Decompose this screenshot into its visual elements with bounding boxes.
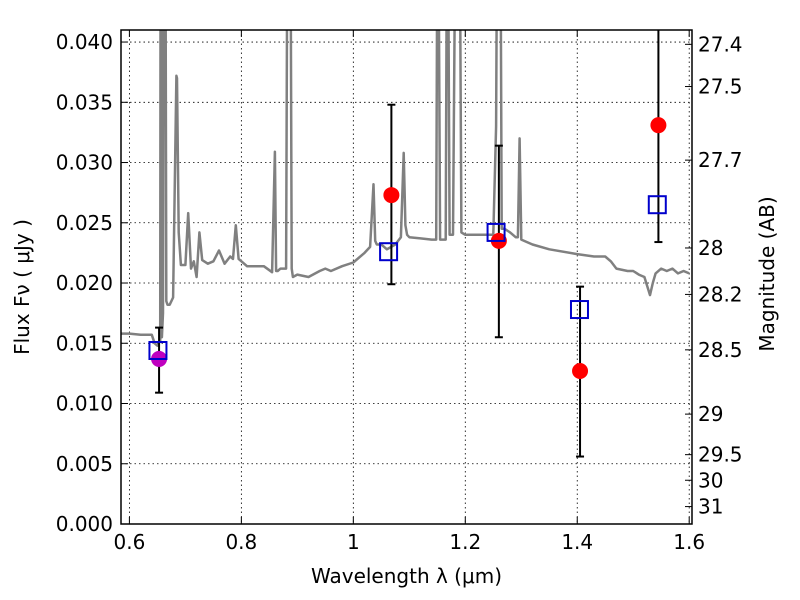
y-axis-label: Flux Fν ( μJy ) — [10, 219, 34, 355]
y-tick-label: 0.010 — [56, 392, 113, 416]
x-tick-label: 0.8 — [225, 530, 257, 554]
magnitude-tick-label: 30 — [698, 468, 723, 492]
y-tick-label: 0.020 — [56, 271, 113, 295]
model-band-point — [569, 300, 589, 320]
y-tick-label: 0.030 — [56, 151, 113, 175]
magnitude-tick-label: 27.5 — [698, 75, 743, 99]
model-band-point — [379, 242, 399, 262]
model-spectrum-line — [121, 30, 690, 347]
model-band-point — [486, 222, 506, 242]
model-band-point — [148, 340, 168, 360]
magnitude-tick-label: 28.5 — [698, 338, 743, 362]
axes-frame — [120, 29, 693, 525]
y-tick-label: 0.040 — [56, 30, 113, 54]
magnitude-tick-label: 29.5 — [698, 443, 743, 467]
y-tick-label: 0.035 — [56, 90, 113, 114]
magnitude-tick-label: 28 — [698, 236, 723, 260]
y-tick-label: 0.000 — [56, 512, 113, 536]
data-point — [572, 362, 589, 379]
data-point — [650, 117, 667, 134]
model-band-point — [647, 195, 667, 215]
y-tick-label: 0.005 — [56, 452, 113, 476]
magnitude-tick-label: 27.4 — [698, 32, 743, 56]
y-tick-label: 0.015 — [56, 331, 113, 355]
x-tick-label: 1 — [347, 530, 360, 554]
magnitude-tick-label: 29 — [698, 402, 723, 426]
x-tick-label: 1.6 — [673, 530, 705, 554]
magnitude-tick-label: 31 — [698, 495, 723, 519]
magnitude-tick-label: 27.7 — [698, 148, 743, 172]
magnitude-axis-label: Magnitude (AB) — [755, 196, 779, 351]
x-axis-label: Wavelength λ (μm) — [311, 564, 502, 588]
x-tick-label: 1.4 — [561, 530, 593, 554]
plot-area — [121, 30, 690, 458]
x-tick-label: 1.2 — [449, 530, 481, 554]
y-tick-label: 0.025 — [56, 211, 113, 235]
magnitude-tick-label: 28.2 — [698, 282, 743, 306]
tick-marks: 0.6 0.8 1 1.2 1.4 1.6 0.000 0.005 0.010 0.015 0.02… — [56, 30, 743, 554]
x-tick-label: 0.6 — [113, 530, 145, 554]
data-point — [383, 187, 400, 204]
grid-lines — [121, 30, 692, 524]
